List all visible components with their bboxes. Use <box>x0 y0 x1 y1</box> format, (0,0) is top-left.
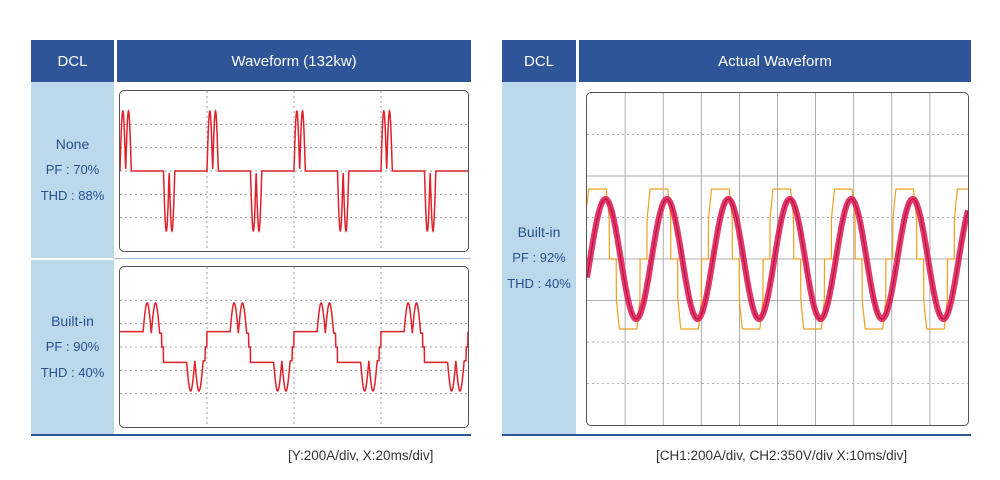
row-name: Built-in <box>517 224 561 240</box>
scope-actual <box>586 92 969 426</box>
thd-value: THD : 40% <box>40 365 105 380</box>
actual-waveform-title: Actual Waveform <box>579 40 971 82</box>
waveform-trace <box>120 302 468 392</box>
row-builtin-label: Built-in PF : 92% THD : 40% <box>502 82 576 434</box>
row-builtin-label: Built-in PF : 90% THD : 40% <box>31 260 114 434</box>
pf-value: PF : 90% <box>45 339 100 354</box>
dcl-header: DCL <box>31 40 114 82</box>
pf-value: PF : 70% <box>45 162 100 177</box>
scope-none <box>119 90 469 252</box>
thd-value: THD : 88% <box>40 188 105 203</box>
ch1-trace-core <box>587 198 968 320</box>
row-none-label: None PF : 70% THD : 88% <box>31 82 114 258</box>
waveform-trace <box>120 109 468 233</box>
thd-value: THD : 40% <box>507 276 571 291</box>
actual-waveform-plot <box>587 93 968 425</box>
dcl-header: DCL <box>502 40 576 82</box>
divider-rule <box>114 258 471 259</box>
row-name: Built-in <box>51 313 94 329</box>
row-name: None <box>55 136 90 152</box>
right-footnote: [CH1:200A/div, CH2:350V/div X:10ms/div] <box>656 448 908 463</box>
ch2-trace <box>587 188 968 330</box>
right-panel: DCL Actual Waveform Built-in PF : 92% TH… <box>502 40 971 436</box>
waveform-none-plot <box>120 91 468 251</box>
scope-builtin <box>119 266 469 428</box>
waveform-builtin-plot <box>120 267 468 427</box>
bottom-rule <box>31 434 471 436</box>
bottom-rule <box>502 434 971 436</box>
waveform-title: Waveform (132kw) <box>117 40 471 82</box>
pf-value: PF : 92% <box>512 250 566 265</box>
left-footnote: [Y:200A/div, X:20ms/div] <box>288 448 434 463</box>
left-panel: DCL Waveform (132kw) None PF : 70% THD :… <box>31 40 471 436</box>
